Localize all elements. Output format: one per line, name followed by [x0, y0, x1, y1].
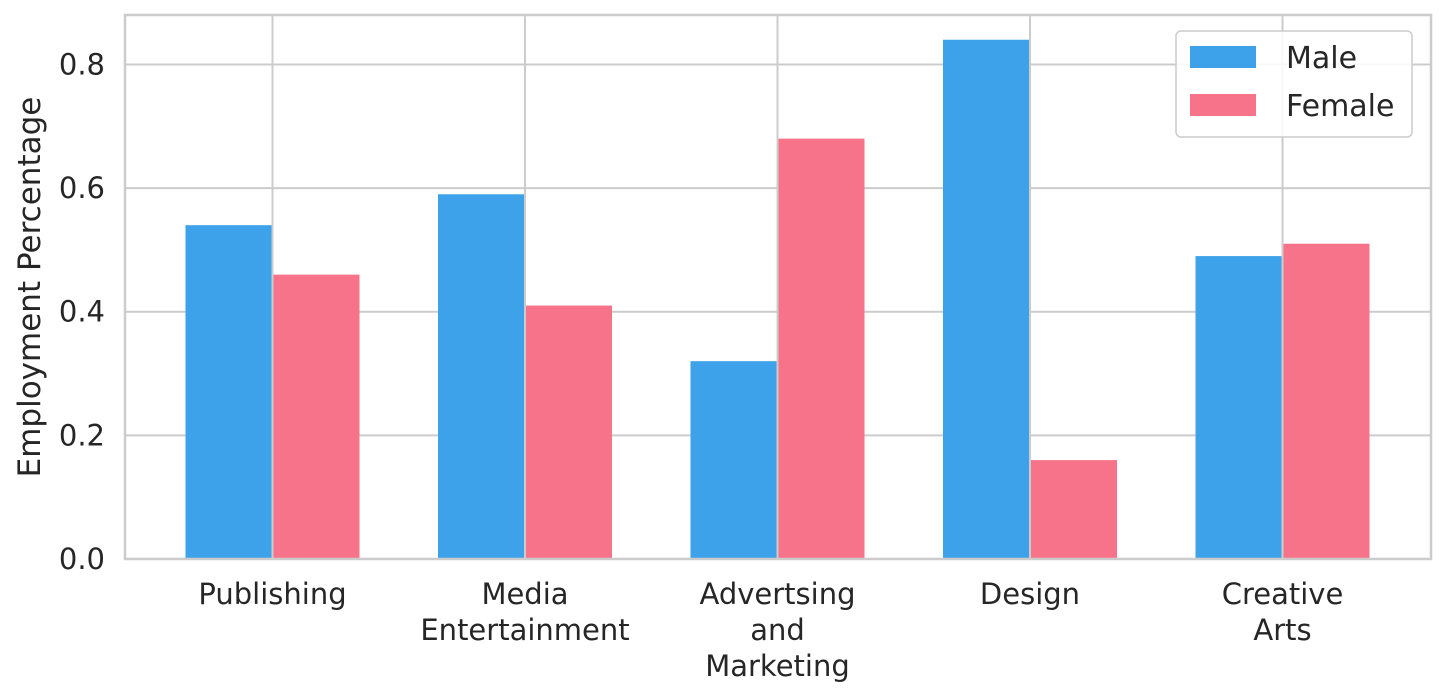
- legend-swatch-female: [1190, 94, 1256, 116]
- legend-swatch-male: [1190, 46, 1256, 68]
- bar-female-0: [273, 274, 360, 559]
- x-tick-label: Advertsing: [700, 577, 856, 611]
- legend-label-male: Male: [1286, 41, 1357, 76]
- y-tick-label: 0.8: [59, 47, 105, 81]
- y-tick-label: 0.0: [59, 542, 105, 576]
- x-tick-label: Creative: [1222, 577, 1344, 611]
- bar-male-0: [185, 225, 272, 559]
- bars: [185, 39, 1370, 560]
- bar-female-3: [1031, 460, 1117, 559]
- y-axis-title: Employment Percentage: [12, 97, 48, 478]
- y-tick-label: 0.4: [59, 295, 105, 329]
- y-tick-label: 0.2: [59, 418, 105, 452]
- bar-male-1: [438, 194, 524, 560]
- bar-male-2: [690, 361, 777, 559]
- bar-male-4: [1195, 256, 1282, 559]
- plot-frame: [123, 13, 1433, 561]
- x-tick-label: Marketing: [705, 649, 850, 683]
- y-tick-labels: 0.0 0.2 0.4 0.6 0.8: [59, 47, 105, 576]
- x-tick-label: Media: [481, 577, 568, 611]
- x-tick-label: and: [750, 613, 805, 647]
- legend-label-female: Female: [1286, 89, 1394, 124]
- x-tick-label: Entertainment: [420, 613, 629, 647]
- bar-female-4: [1283, 243, 1370, 559]
- y-tick-label: 0.6: [59, 171, 105, 205]
- legend: Male Female: [1175, 30, 1413, 138]
- x-tick-label: Publishing: [198, 577, 346, 611]
- bar-female-1: [526, 305, 612, 559]
- bar-female-2: [778, 138, 865, 560]
- bar-male-3: [943, 39, 1029, 559]
- x-tick-label: Design: [980, 577, 1080, 611]
- x-tick-label: Arts: [1253, 613, 1311, 647]
